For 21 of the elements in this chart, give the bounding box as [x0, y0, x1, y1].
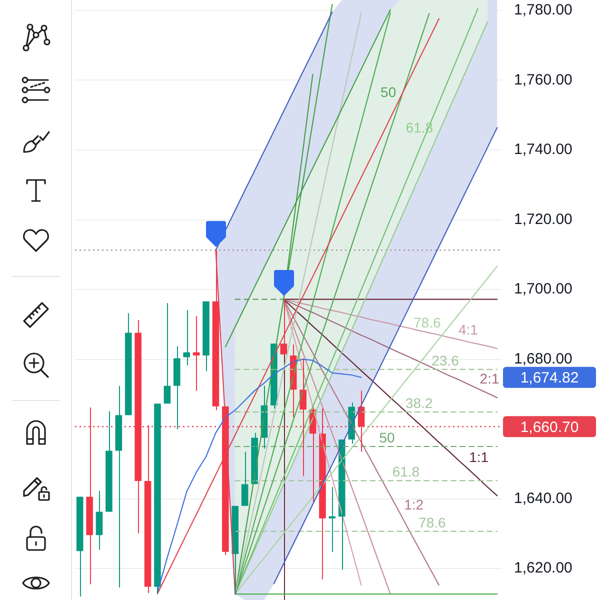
y-tick-label: 1,680.00 [514, 350, 572, 368]
series-label: 50 [379, 430, 396, 446]
ref-line-label: 1,660.70 [520, 418, 579, 436]
y-tick-label: 1,720.00 [514, 210, 572, 228]
series-label: 61.8 [392, 464, 420, 480]
series-label: 23.6 [432, 352, 460, 368]
y-tick-label: 1,620.00 [514, 560, 572, 577]
series-label: 78.6 [413, 314, 441, 331]
y-tick-label: 1,640.00 [514, 490, 572, 507]
y-tick-label: 1,780.00 [514, 2, 572, 19]
series-label: 78.6 [418, 514, 446, 530]
series-label: 4:1 [458, 322, 478, 338]
series-label: 2:1 [480, 370, 500, 387]
series-label: 38.2 [405, 394, 433, 411]
series-label: 1:1 [469, 449, 489, 466]
y-tick-label: 1,700.00 [514, 280, 572, 298]
series-label: 1:2 [404, 496, 424, 512]
y-tick-label: 1,760.00 [514, 71, 572, 88]
y-tick-label: 1,740.00 [514, 141, 572, 158]
text: 1,674.82 [520, 370, 579, 387]
series-label: 50 [380, 84, 396, 100]
